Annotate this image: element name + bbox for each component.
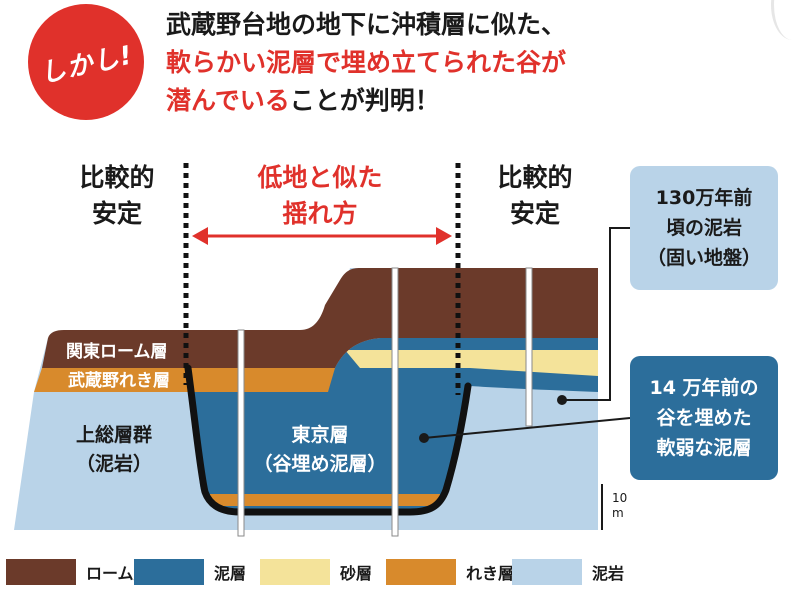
bedrock-callout-line-2: 頃の泥岩 — [665, 217, 742, 239]
valley-callout: 14 万年前の 谷を埋めた 軟弱な泥層 — [630, 356, 778, 480]
legend-item-sand: 砂層 — [260, 557, 372, 587]
headline-line-2: 軟らかい泥層で埋め立てられた谷が — [166, 48, 567, 77]
valley-callout-line-3: 軟弱な泥層 — [656, 437, 752, 459]
legend-swatch-loam — [6, 559, 76, 585]
right-zone-line-1: 比較的 — [497, 163, 573, 192]
bedrock-callout-line-1: 130万年前 — [655, 187, 753, 209]
headline-line-3: 潜んでいることが判明！ — [166, 82, 796, 120]
scale-unit: m — [612, 506, 624, 520]
scale-value: 10 — [612, 491, 628, 505]
legend-item-mudstone: 泥岩 — [512, 557, 624, 587]
center-zone-label: 低地と似た 揺れ方 — [240, 160, 400, 232]
right-zone-label: 比較的 安定 — [480, 160, 590, 232]
legend-item-mud: 泥層 — [134, 557, 246, 587]
legend-label-gravel: れき層 — [466, 564, 515, 583]
valley-leader-line — [423, 417, 631, 439]
musashino-gravel-layer-right — [190, 368, 335, 392]
legend-swatch-gravel — [386, 559, 456, 585]
sand-layer — [345, 350, 598, 376]
valley-leader-dot — [419, 433, 429, 443]
valley-callout-line-1: 14 万年前の — [649, 377, 759, 399]
legend-swatch-sand — [260, 559, 330, 585]
legend-label-mudstone: 泥岩 — [592, 564, 625, 583]
legend-item-loam: ローム層 — [6, 557, 150, 587]
range-arrow-right-head — [436, 227, 452, 245]
headline-line-3-red: 潜んでいる — [166, 86, 290, 115]
legend-swatch-mudstone — [512, 559, 582, 585]
legend-label-loam: ローム層 — [86, 564, 150, 583]
center-zone-line-2: 揺れ方 — [282, 199, 358, 228]
shikashi-badge: しかし! — [28, 4, 144, 120]
right-zone-line-2: 安定 — [509, 199, 560, 228]
bedrock-leader-line — [562, 227, 630, 401]
left-zone-line-2: 安定 — [91, 199, 142, 228]
tokyo-label-line-1: 東京層 — [291, 423, 348, 446]
kazusa-label-line-1: 上総層群 — [76, 423, 152, 446]
corner-decoration — [771, 0, 800, 40]
borehole-3 — [525, 267, 533, 427]
range-arrow-left-head — [192, 227, 208, 245]
legend-label-mud: 泥層 — [214, 564, 247, 583]
headline: 武蔵野台地の地下に沖積層に似た、 軟らかい泥層で埋め立てられた谷が 潜んでいるこ… — [166, 6, 796, 120]
legend: ローム層 泥層 砂層 れき層 泥岩 — [0, 557, 800, 587]
center-zone-line-1: 低地と似た — [257, 163, 383, 192]
left-zone-label: 比較的 安定 — [62, 160, 172, 232]
valley-callout-line-2: 谷を埋めた — [656, 407, 752, 429]
musashino-gravel-layer — [34, 368, 190, 392]
borehole-2 — [391, 267, 399, 537]
kazusa-label-line-2: （泥岩） — [76, 452, 152, 475]
left-zone-line-1: 比較的 — [79, 163, 155, 192]
bedrock-callout: 130万年前 頃の泥岩 （固い地盤） — [630, 166, 778, 290]
loam-layer-label: 関東ローム層 — [66, 341, 168, 362]
legend-item-gravel: れき層 — [386, 557, 514, 587]
tokyo-label-line-2: （谷埋め泥層） — [253, 452, 386, 475]
legend-swatch-mud — [134, 559, 204, 585]
headline-line-1: 武蔵野台地の地下に沖積層に似た、 — [166, 10, 567, 39]
scale-label: 10 m — [612, 491, 627, 521]
borehole-1 — [237, 329, 245, 537]
bedrock-callout-line-3: （固い地盤） — [646, 247, 761, 269]
valley-gravel-layer — [210, 494, 440, 506]
bedrock-leader-dot — [557, 395, 567, 405]
musashino-layer-label: 武蔵野れき層 — [68, 370, 170, 391]
headline-line-3-rest: ことが判明！ — [289, 86, 440, 115]
legend-label-sand: 砂層 — [340, 564, 373, 583]
